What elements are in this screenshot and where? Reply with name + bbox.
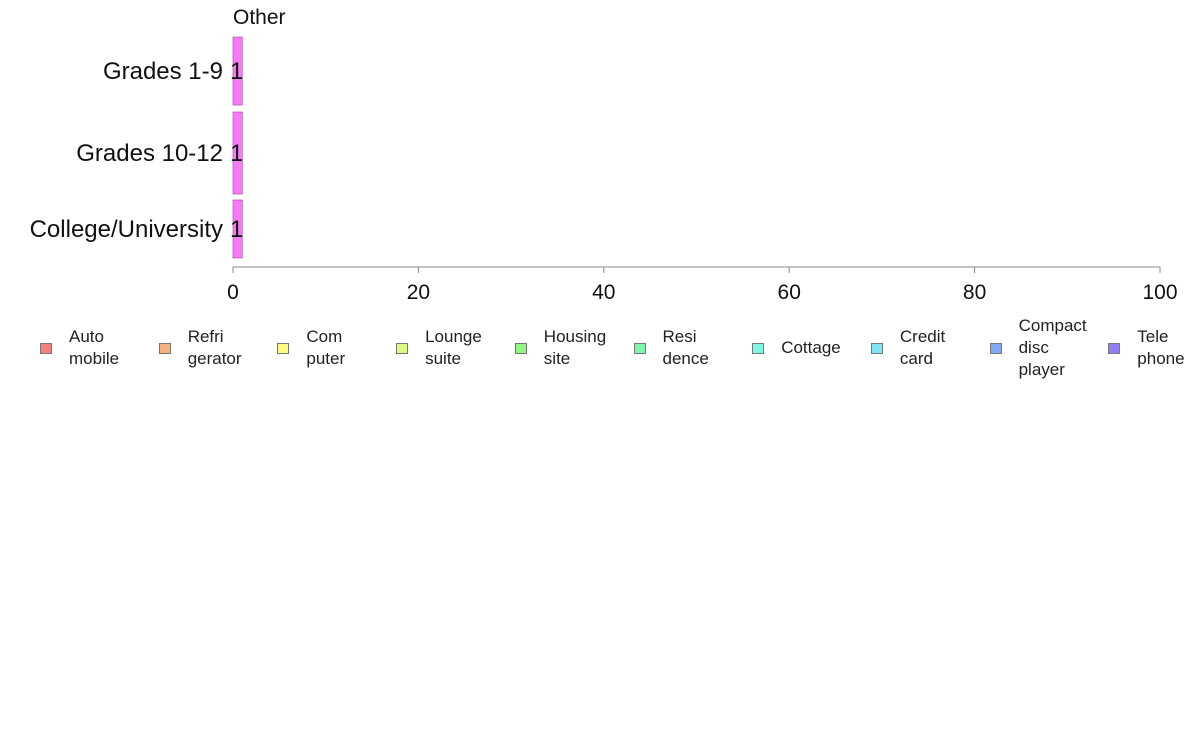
x-tick-label: 80	[963, 281, 986, 300]
category-label: Grades 10-12	[76, 140, 223, 167]
legend-item: Resi dence	[633, 318, 709, 378]
legend-label: Resi dence	[662, 327, 709, 368]
legend-label: Com puter	[306, 327, 346, 368]
legend-swatch	[989, 342, 1002, 354]
legend-item: Housing site	[514, 318, 607, 378]
category-labels: Grades 1-9 Grades 10-12 College/University	[30, 58, 223, 243]
legend-label: Refri gerator	[187, 327, 242, 368]
legend-item: Com puter	[277, 318, 345, 378]
legend: Auto mobile Refri gerator Com puter Lounge …	[0, 316, 1188, 388]
legend-label: Cottage	[781, 338, 841, 357]
legend-label: Auto mobile	[69, 327, 120, 368]
bar	[232, 111, 243, 195]
legend-swatch	[514, 342, 527, 354]
bar	[232, 199, 243, 259]
data-label: 1	[230, 140, 243, 167]
legend-item: Credit card	[870, 318, 946, 378]
bars-group: 1 1 1	[230, 36, 243, 259]
legend-item: Compact disc player	[989, 316, 1087, 379]
x-tick-label: 0	[227, 281, 239, 300]
legend-swatch	[158, 342, 171, 354]
legend-label: Lounge suite	[425, 327, 482, 368]
legend-item: Cottage	[752, 318, 841, 378]
bar-chart: Other 1 1 1 Grades 1-9 Grades 10-12 College/…	[30, 6, 1178, 300]
legend-item: Auto mobile	[40, 318, 119, 378]
legend-swatch	[752, 342, 765, 354]
legend-label: Credit card	[899, 327, 946, 368]
legend-item: Refri gerator	[158, 318, 242, 378]
panel-title: Other	[233, 6, 286, 29]
legend-item: Tele phone	[1108, 318, 1185, 378]
data-label: 1	[230, 216, 243, 243]
x-tick-label: 20	[407, 281, 430, 300]
legend-swatch	[870, 342, 883, 354]
category-label: College/University	[30, 216, 223, 243]
legend-label: Housing site	[543, 327, 607, 368]
legend-label: Compact disc player	[1018, 316, 1087, 379]
legend-swatch	[633, 342, 646, 354]
bar	[232, 36, 243, 106]
legend-label: Tele phone	[1137, 327, 1185, 368]
x-tick-label: 60	[778, 281, 801, 300]
legend-swatch	[277, 342, 290, 354]
legend-swatch	[396, 342, 409, 354]
data-label: 1	[230, 58, 243, 85]
category-label: Grades 1-9	[103, 58, 223, 85]
x-tick-label: 40	[592, 281, 615, 300]
legend-swatch	[1108, 342, 1121, 354]
x-axis: 0 20 40 60 80 100	[227, 266, 1178, 300]
legend-item: Lounge suite	[396, 318, 482, 378]
x-tick-label: 100	[1142, 281, 1177, 300]
legend-swatch	[40, 342, 52, 354]
